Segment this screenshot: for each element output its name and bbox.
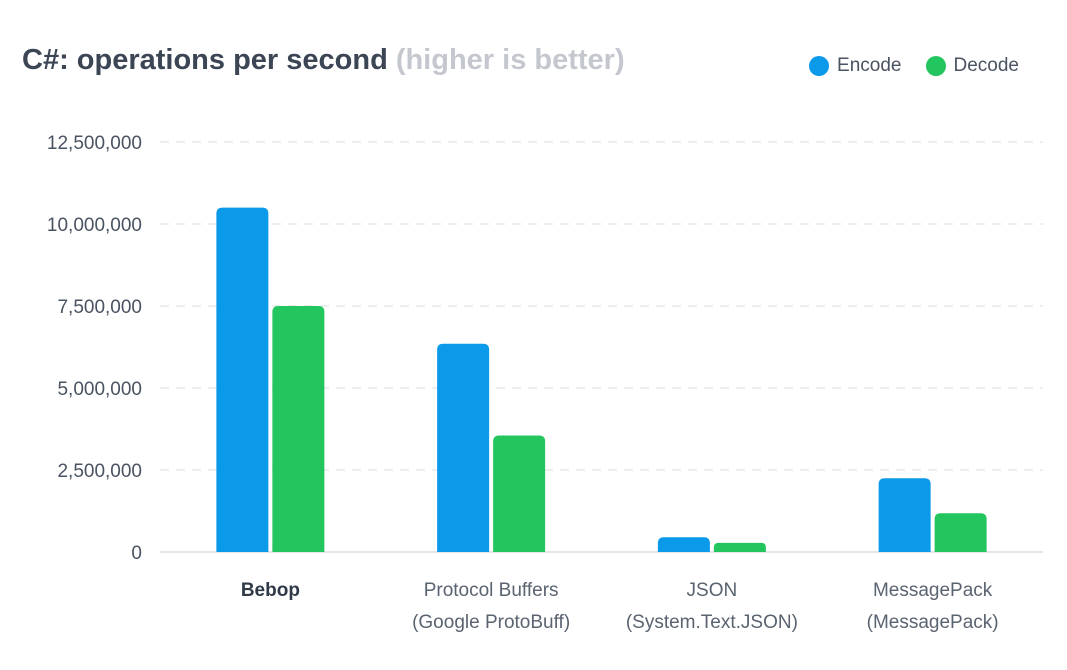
chart-legend: Encode Decode: [809, 55, 1019, 77]
legend-swatch-encode: [809, 56, 830, 76]
bar-encode-3: [878, 478, 931, 552]
bar-decode-0: [272, 306, 325, 552]
chart-title: C#: operations per second: [22, 44, 388, 76]
y-tick-label: 10,000,000: [47, 215, 142, 236]
x-tick-label: JSON: [687, 580, 738, 601]
legend-swatch-decode: [925, 56, 946, 76]
bar-decode-3: [934, 513, 987, 552]
x-tick-label: MessagePack: [873, 580, 993, 601]
chart-header: C#: operations per second (higher is bett…: [22, 44, 625, 77]
x-tick-sublabel: (MessagePack): [867, 612, 999, 633]
bar-encode-0: [216, 207, 269, 552]
y-tick-label: 2,500,000: [57, 461, 142, 482]
legend-label-decode: Decode: [953, 55, 1020, 76]
bar-encode-2: [657, 537, 710, 552]
bar-decode-1: [493, 435, 546, 552]
x-tick-sublabel: (Google ProtoBuff): [412, 612, 570, 633]
bar-encode-1: [437, 343, 490, 552]
chart-subtitle: (higher is better): [395, 44, 625, 76]
y-tick-label: 7,500,000: [57, 297, 142, 318]
bar-decode-2: [713, 542, 766, 552]
x-tick-sublabel: (System.Text.JSON): [626, 612, 798, 633]
legend-item-decode[interactable]: Decode: [925, 55, 1020, 77]
x-tick-label: Protocol Buffers: [424, 580, 559, 601]
x-tick-label: Bebop: [241, 580, 300, 601]
y-tick-label: 5,000,000: [57, 379, 142, 400]
legend-item-encode[interactable]: Encode: [809, 55, 902, 77]
legend-label-encode: Encode: [837, 55, 902, 76]
y-tick-label: 12,500,000: [47, 133, 142, 154]
y-tick-label: 0: [131, 543, 142, 564]
